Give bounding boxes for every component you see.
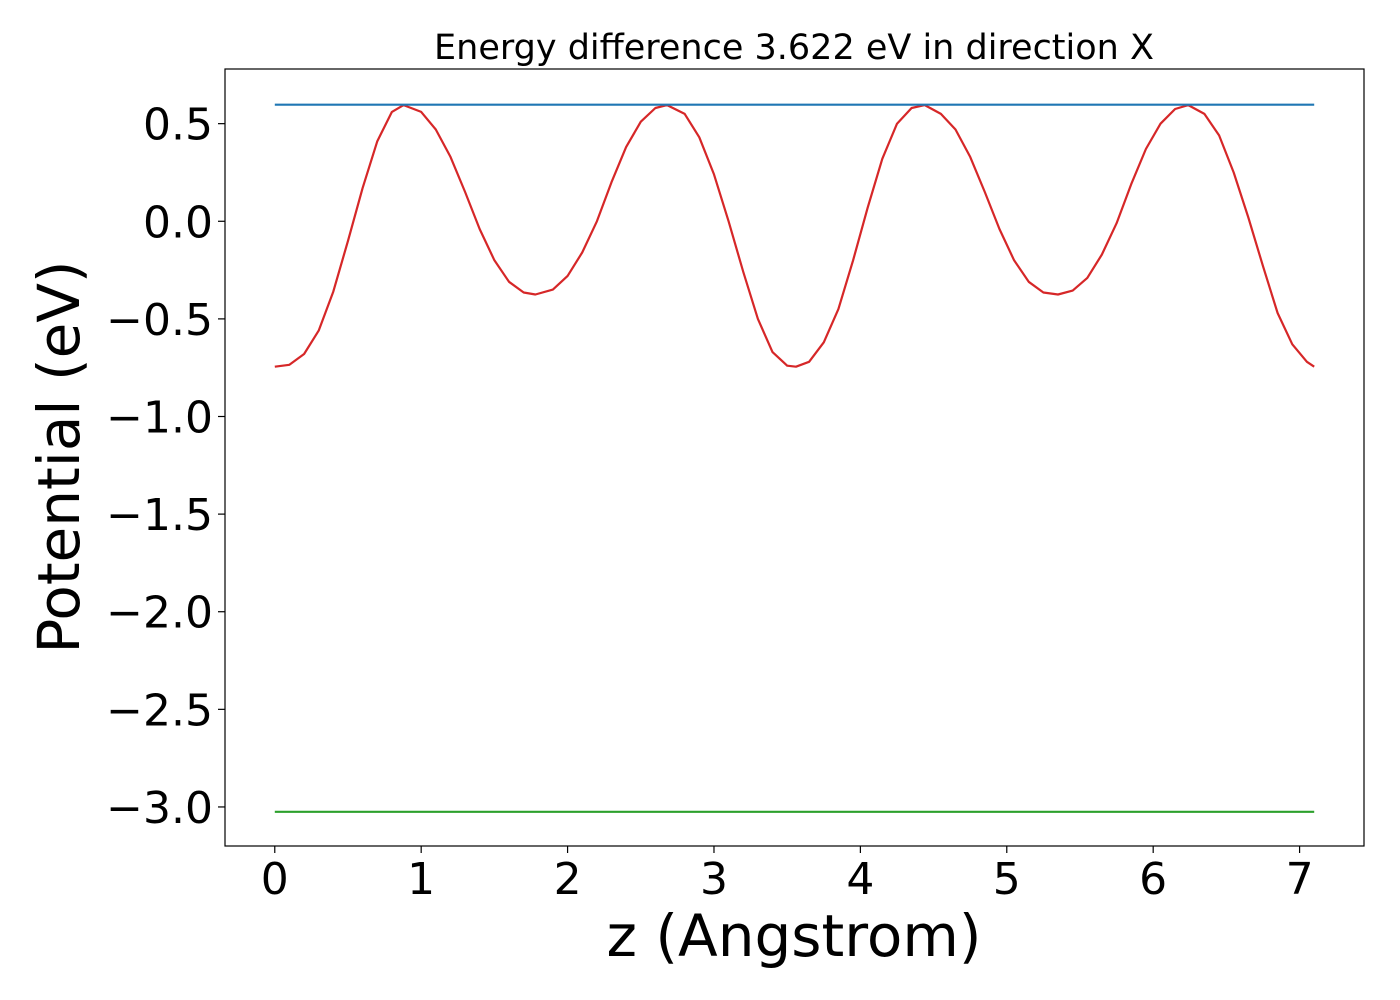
x-tick-label: 0 — [261, 854, 289, 905]
series-line-0 — [274, 103, 1315, 368]
x-tick-label: 5 — [993, 854, 1021, 905]
y-tick-label: −1.0 — [106, 393, 213, 444]
x-tick-label: 4 — [846, 854, 874, 905]
x-tick-label: 6 — [1139, 854, 1167, 905]
x-axis-label: z (Angstrom) — [607, 902, 982, 970]
x-tick-label: 2 — [554, 854, 582, 905]
chart-title: Energy difference 3.622 eV in direction … — [434, 28, 1154, 68]
y-tick-label: −2.0 — [106, 588, 213, 639]
y-axis-ticks: 0.5 0.0 −0.5 −1.0 −1.5 −2.0 −2.5 −3.0 — [106, 100, 225, 834]
y-tick-label: −2.5 — [106, 685, 213, 736]
y-tick-label: 0.5 — [143, 100, 213, 151]
y-tick-label: −3.0 — [106, 783, 213, 834]
y-axis-label: Potential (eV) — [25, 260, 93, 653]
x-tick-label: 1 — [407, 854, 435, 905]
y-tick-label: 0.0 — [143, 197, 213, 248]
x-axis-ticks: 0 1 2 3 4 5 6 7 — [261, 846, 1314, 905]
plot-frame — [224, 68, 1365, 847]
y-tick-label: −0.5 — [106, 295, 213, 346]
x-tick-label: 7 — [1286, 854, 1314, 905]
y-tick-label: −1.5 — [106, 490, 213, 541]
series-layer — [274, 103, 1315, 813]
x-tick-label: 3 — [700, 854, 728, 905]
